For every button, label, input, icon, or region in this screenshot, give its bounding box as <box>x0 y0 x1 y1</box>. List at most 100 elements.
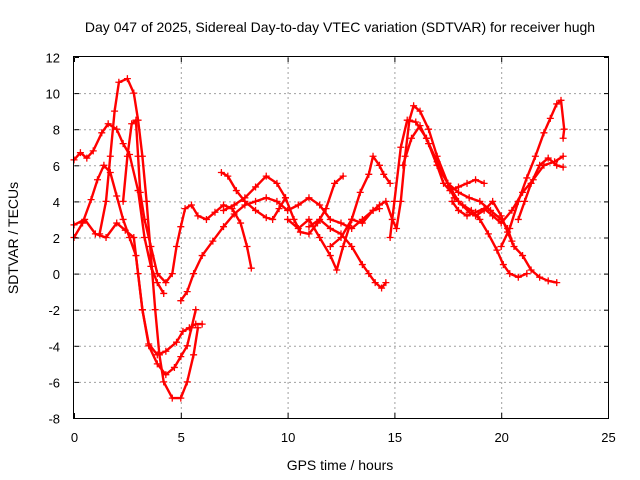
y-axis-label: SDTVAR / TECUs <box>5 182 21 294</box>
data-point <box>119 197 127 205</box>
data-point <box>128 120 136 128</box>
data-point <box>339 172 347 180</box>
series-trace-16 <box>497 96 568 251</box>
data-point <box>160 289 168 297</box>
data-point <box>546 114 554 122</box>
data-point <box>202 215 210 223</box>
data-point <box>527 266 535 274</box>
data-point <box>162 347 170 355</box>
y-tick-labels: -8 -6 -4 -2 0 2 4 6 8 10 12 <box>46 51 60 427</box>
data-point <box>269 215 277 223</box>
data-point <box>523 174 531 182</box>
data-point <box>220 223 228 231</box>
data-point <box>337 234 345 241</box>
data-point <box>337 219 345 227</box>
data-point <box>365 170 373 178</box>
y-tick-label: -4 <box>48 339 60 354</box>
data-point <box>410 102 418 110</box>
data-point <box>358 261 366 269</box>
y-tick-label: 8 <box>53 123 60 138</box>
data-point <box>559 163 567 171</box>
data-point <box>536 161 544 169</box>
series-trace-14 <box>422 134 531 281</box>
data-point <box>145 342 153 350</box>
data-point <box>497 243 505 251</box>
data-point <box>211 208 219 216</box>
data-point <box>476 197 484 205</box>
data-point <box>480 205 488 213</box>
data-point <box>281 194 289 202</box>
data-point <box>262 172 270 180</box>
data-point <box>153 270 161 278</box>
data-point <box>140 234 148 241</box>
data-point <box>510 243 518 251</box>
data-point <box>484 230 492 238</box>
data-point <box>348 243 356 251</box>
data-point <box>463 212 471 220</box>
data-point <box>262 214 270 222</box>
data-point <box>273 197 281 205</box>
data-point <box>339 243 347 251</box>
data-point <box>113 219 121 227</box>
data-point <box>113 125 121 133</box>
data-point <box>177 297 185 305</box>
data-point <box>232 187 240 195</box>
data-point <box>168 270 176 278</box>
series-trace <box>72 122 165 295</box>
x-tick-label: 20 <box>494 430 508 445</box>
data-point <box>194 212 202 220</box>
data-point <box>162 279 170 287</box>
data-point <box>326 252 334 260</box>
data-point <box>444 179 452 187</box>
data-point <box>559 152 567 160</box>
data-point <box>412 118 420 126</box>
data-point <box>140 215 148 223</box>
data-point <box>393 224 401 232</box>
data-point <box>181 205 189 213</box>
series-trace-3 <box>70 215 200 379</box>
data-point <box>386 179 394 187</box>
data-point <box>463 179 471 187</box>
data-point <box>559 134 567 142</box>
grid-lines <box>74 57 608 418</box>
series-trace-15 <box>448 152 567 227</box>
data-point <box>83 154 91 162</box>
data-point <box>243 243 251 251</box>
data-point <box>399 161 407 169</box>
data-point <box>536 273 544 281</box>
data-point <box>168 394 176 402</box>
data-point <box>183 288 191 296</box>
data-point <box>371 279 379 287</box>
data-point <box>305 215 313 223</box>
data-point <box>450 194 458 202</box>
data-point <box>407 134 415 142</box>
data-point <box>104 120 112 128</box>
data-point <box>262 194 270 202</box>
data-point <box>476 215 484 223</box>
data-point <box>102 197 110 205</box>
data-point <box>472 176 480 184</box>
series-trace <box>388 119 486 239</box>
data-point <box>472 208 480 216</box>
y-tick-label: 2 <box>53 231 60 246</box>
data-point <box>217 169 225 177</box>
x-tick-label: 0 <box>71 430 78 445</box>
data-point <box>305 194 313 202</box>
data-point <box>480 179 488 187</box>
data-point <box>179 327 187 335</box>
data-series <box>70 75 568 402</box>
data-point <box>93 176 101 184</box>
data-point <box>106 152 114 160</box>
data-point <box>531 152 539 160</box>
y-tick-label: 0 <box>53 267 60 282</box>
data-point <box>386 234 394 241</box>
data-point <box>506 270 514 278</box>
x-axis-label: GPS time / hours <box>287 457 394 473</box>
data-point <box>111 107 119 115</box>
data-point <box>514 273 522 281</box>
data-point <box>514 215 522 223</box>
y-tick-label: 6 <box>53 159 60 174</box>
data-point <box>132 116 140 124</box>
axis-ticks <box>74 57 609 419</box>
